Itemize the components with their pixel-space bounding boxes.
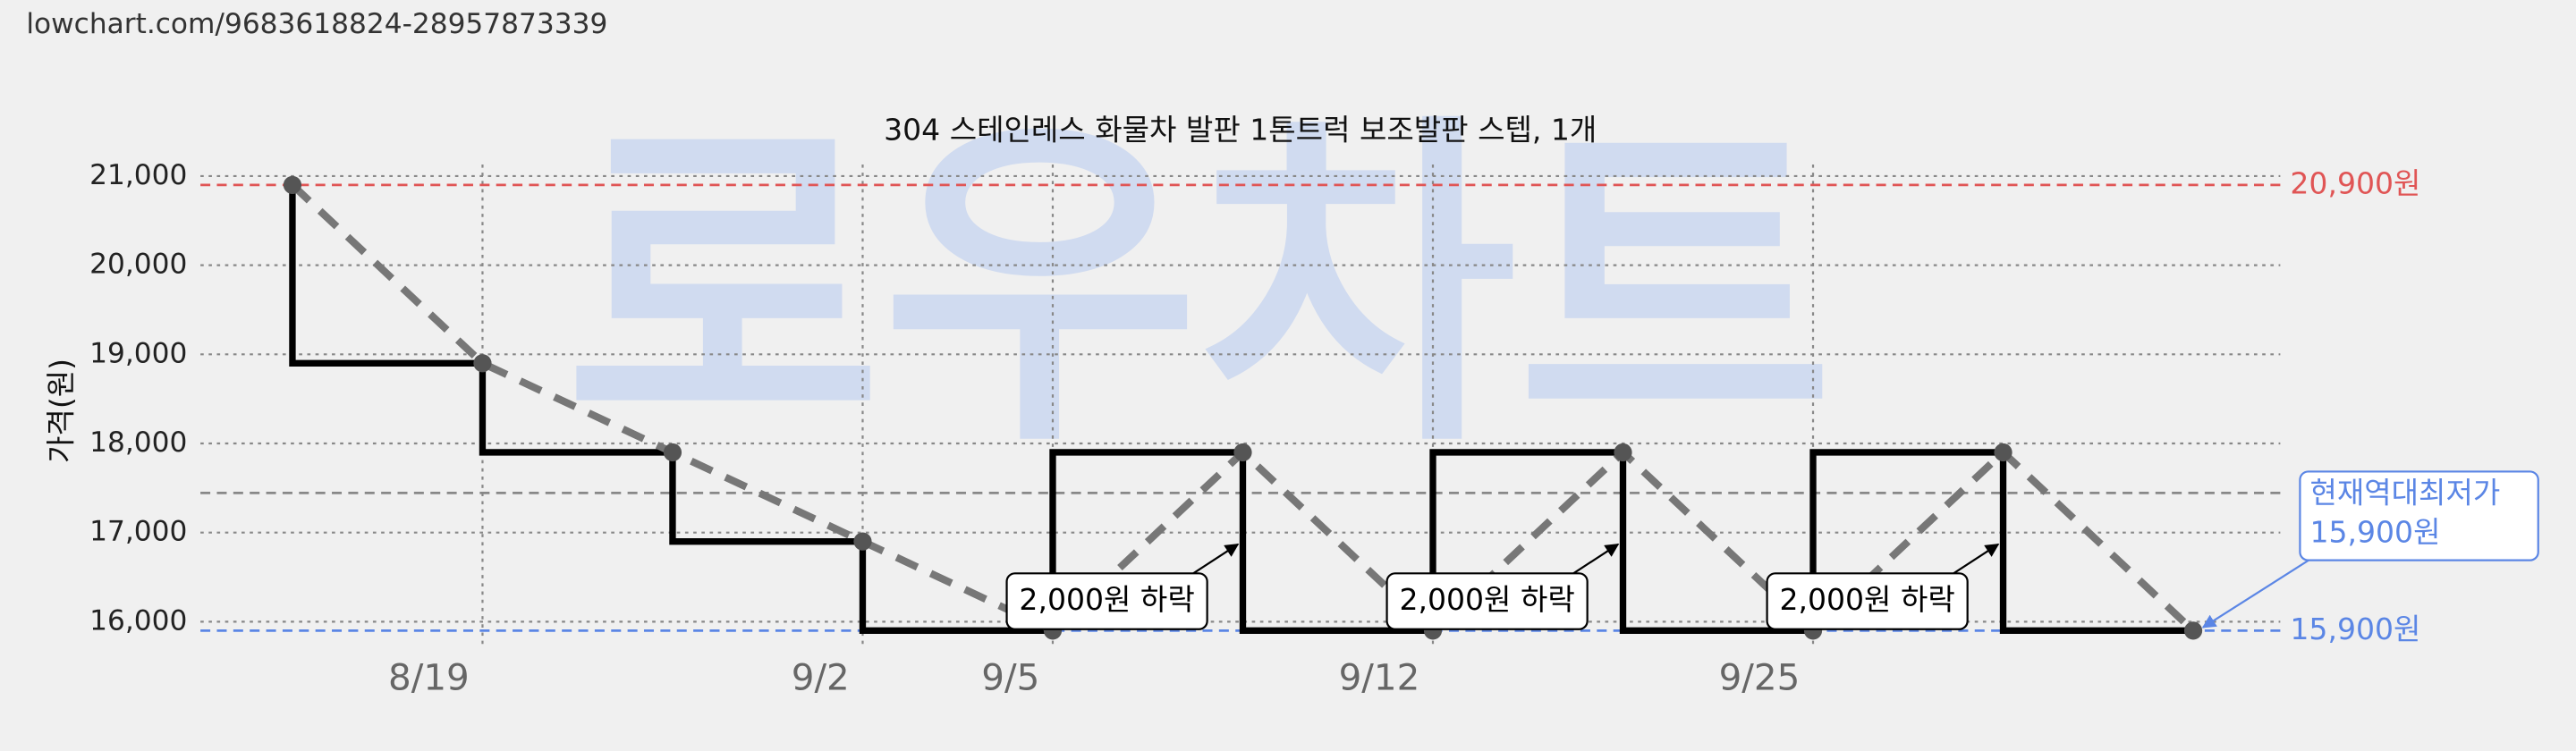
callout-box bbox=[2299, 470, 2539, 561]
callout-text: 현재역대최저가 bbox=[2309, 476, 2500, 511]
url: lowchart.com/9683618824-28957873339 bbox=[26, 8, 607, 40]
point bbox=[2183, 621, 2203, 640]
annotation: 2,000원 하락 bbox=[1399, 582, 1574, 617]
reference-label: 15,900원 bbox=[2290, 612, 2420, 646]
callout-text: 15,900원 bbox=[2309, 515, 2440, 550]
annotation-box bbox=[1005, 572, 1208, 630]
annotation: 2,000원 하락 bbox=[1779, 582, 1954, 617]
point bbox=[1233, 443, 1252, 462]
chart-title: 304 스테인레스 화물차 발판 1톤트럭 보조발판 스텝, 1개 bbox=[884, 113, 1597, 148]
annotation-arrow bbox=[1950, 543, 2000, 577]
y-tick-label: 21,000 bbox=[89, 159, 187, 191]
x-tick-label: 9/2 bbox=[792, 656, 850, 699]
y-tick-label: 20,000 bbox=[89, 249, 187, 281]
annotation-arrow bbox=[1570, 543, 1620, 577]
point bbox=[473, 354, 492, 373]
x-tick-label: 9/5 bbox=[981, 656, 1039, 699]
annotation: 2,000원 하락 bbox=[1019, 582, 1194, 617]
watermark: 로우차트 bbox=[564, 87, 1834, 488]
point bbox=[1994, 443, 2012, 462]
x-tick-label: 9/25 bbox=[1719, 656, 1801, 699]
y-tick-label: 16,000 bbox=[89, 604, 187, 637]
annotation-box bbox=[1385, 572, 1589, 630]
point bbox=[283, 175, 302, 195]
annotation-arrow bbox=[1190, 543, 1240, 577]
y-tick-label: 19,000 bbox=[89, 337, 187, 369]
x-tick-label: 8/19 bbox=[388, 656, 470, 699]
y-axis-label: 가격(원) bbox=[43, 359, 78, 463]
point bbox=[853, 532, 872, 551]
x-tick-label: 9/12 bbox=[1339, 656, 1420, 699]
y-tick-label: 17,000 bbox=[89, 516, 187, 548]
point bbox=[1614, 443, 1632, 462]
point bbox=[663, 443, 682, 462]
y-tick-label: 18,000 bbox=[89, 426, 187, 459]
reference-label: 20,900원 bbox=[2290, 165, 2420, 200]
annotation-box bbox=[1766, 572, 1969, 630]
callout-arrow bbox=[2201, 554, 2318, 629]
